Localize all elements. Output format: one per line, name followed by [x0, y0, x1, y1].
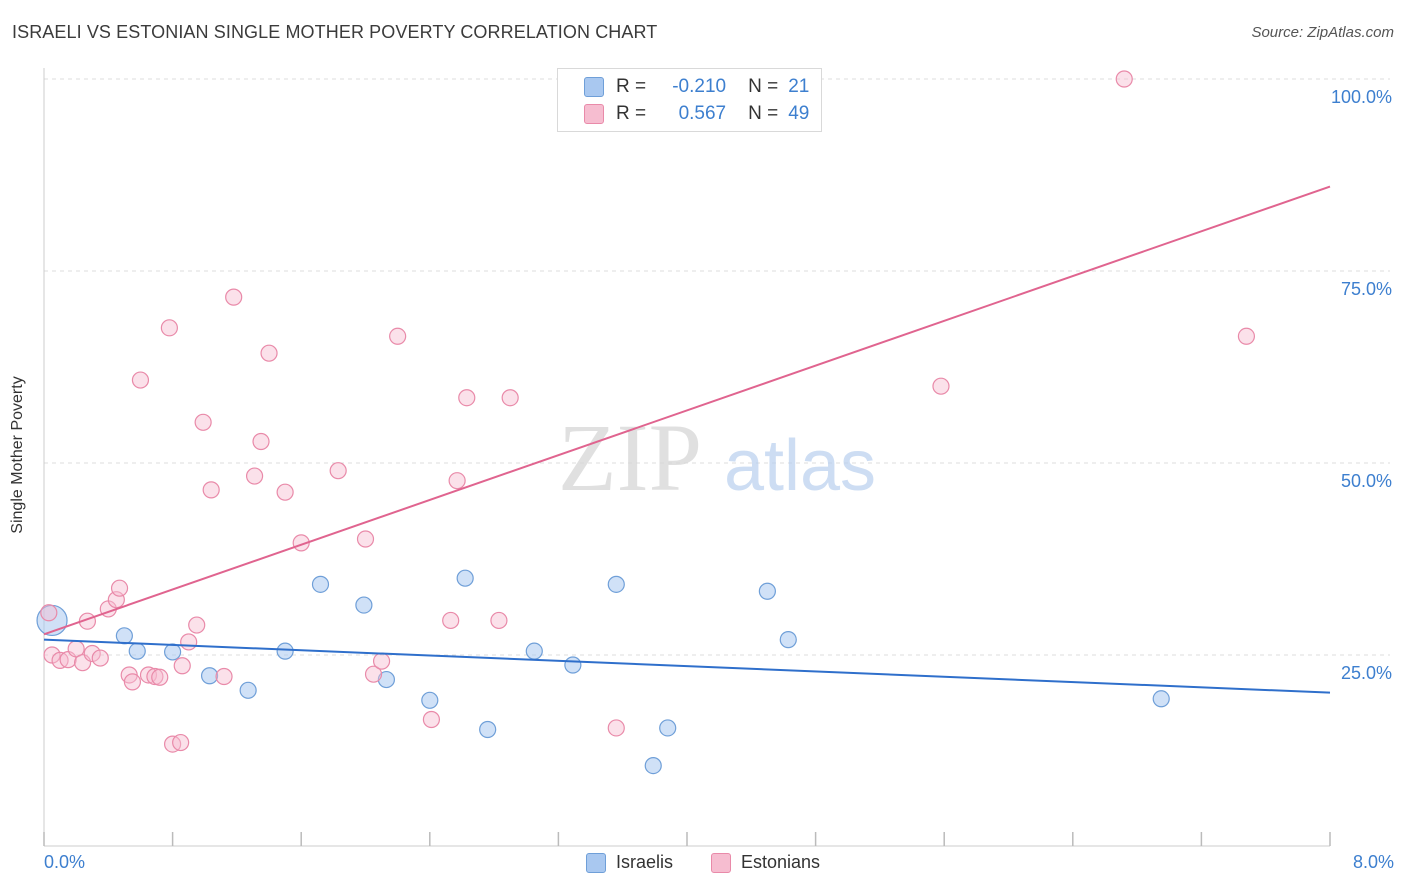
stats-legend: R = -0.210 N = 21 R = 0.567 N = 49	[557, 68, 822, 132]
y-tick-label: 75.0%	[1341, 279, 1392, 299]
r-label: R =	[616, 103, 647, 124]
x-tick-label-max: 8.0%	[1352, 852, 1394, 872]
estonians-point	[276, 483, 294, 501]
estonians-point	[131, 371, 150, 389]
estonians-point	[160, 319, 178, 337]
n-value-israelis: 21	[788, 76, 810, 97]
estonians-swatch	[584, 104, 604, 124]
israelis-point	[779, 631, 797, 649]
stats-row-israelis: R = -0.210 N = 21	[584, 76, 809, 98]
data-points	[36, 70, 1256, 775]
israelis-point	[115, 627, 133, 645]
n-label: N =	[748, 103, 779, 124]
estonians-point	[932, 377, 950, 395]
legend-label-israelis: Israelis	[615, 852, 673, 872]
estonians-point	[180, 633, 198, 651]
estonians-point	[442, 611, 460, 630]
watermark-atlas: atlas	[724, 426, 876, 506]
israelis-point	[525, 642, 543, 660]
estonians-legend-swatch	[710, 852, 731, 873]
trend-lines	[43, 185, 1331, 694]
estonians-point	[40, 604, 58, 622]
israelis-point	[659, 719, 677, 737]
legend-item-estonians[interactable]: Estonians	[710, 852, 821, 873]
n-value-estonians: 49	[788, 103, 810, 124]
israelis-point	[377, 670, 395, 689]
estonians-point	[225, 288, 243, 306]
israelis-legend-swatch	[585, 852, 606, 873]
israelis-point	[758, 582, 776, 600]
estonians-point	[194, 413, 212, 431]
estonians-point	[372, 652, 391, 670]
series-legend: Israelis Estonians	[0, 852, 1406, 873]
y-tick-labels: 25.0% 50.0% 75.0% 100.0%	[1331, 87, 1392, 683]
israelis-swatch	[584, 77, 604, 97]
estonians-point	[188, 616, 206, 634]
grid-lines	[44, 78, 1390, 656]
chart-title: ISRAELI VS ESTONIAN SINGLE MOTHER POVERT…	[12, 22, 658, 42]
legend-label-estonians: Estonians	[740, 852, 821, 872]
estonians-trend-line	[43, 185, 1331, 636]
estonians-point	[356, 530, 375, 548]
y-tick-label: 100.0%	[1331, 87, 1392, 107]
estonians-point	[173, 657, 191, 675]
israelis-point	[564, 656, 582, 674]
israelis-point	[607, 575, 625, 593]
israelis-point	[128, 642, 146, 660]
estonians-point	[215, 667, 233, 686]
estonians-point	[1115, 70, 1133, 88]
estonians-point	[448, 472, 466, 490]
israelis-trend-line	[43, 638, 1331, 694]
n-label: N =	[748, 76, 779, 97]
y-tick-label: 50.0%	[1341, 471, 1392, 491]
axes	[43, 68, 1331, 847]
israelis-point	[311, 575, 330, 593]
estonians-point	[260, 344, 278, 362]
israelis-point	[355, 596, 373, 614]
estonians-point	[490, 611, 508, 630]
israelis-point	[421, 691, 439, 709]
estonians-point	[389, 327, 407, 345]
watermark-zip: ZIP	[558, 404, 702, 511]
israelis-point	[479, 720, 497, 739]
estonians-point	[364, 665, 383, 683]
estonians-point	[458, 389, 476, 407]
estonians-point	[91, 649, 109, 667]
israelis-point	[644, 756, 662, 775]
legend-item-israelis[interactable]: Israelis	[585, 852, 673, 873]
estonians-point	[146, 667, 164, 686]
estonians-point	[422, 710, 441, 729]
estonians-point	[83, 644, 101, 663]
israelis-point	[456, 569, 474, 587]
israelis-point	[1152, 690, 1170, 708]
estonians-point	[123, 673, 142, 691]
estonians-point	[252, 432, 270, 451]
r-value-israelis: -0.210	[672, 76, 727, 97]
estonians-point	[151, 668, 169, 686]
source-label: Source: ZipAtlas.com	[1251, 24, 1394, 41]
estonians-point	[110, 579, 129, 597]
r-value-estonians: 0.567	[678, 103, 727, 124]
estonians-point	[329, 462, 347, 480]
israelis-point	[164, 643, 182, 661]
r-label: R =	[616, 76, 647, 97]
stats-row-estonians: R = 0.567 N = 49	[584, 103, 809, 125]
israelis-point	[239, 681, 257, 699]
estonians-point	[202, 481, 220, 499]
israelis-point	[276, 642, 294, 660]
y-tick-label: 25.0%	[1341, 663, 1392, 683]
estonians-point	[1237, 327, 1256, 345]
estonians-point	[501, 389, 519, 407]
watermark: ZIP atlas	[558, 404, 876, 511]
estonians-point	[245, 467, 264, 485]
estonians-point	[172, 733, 190, 752]
x-tick-label-min: 0.0%	[44, 852, 86, 872]
israelis-point	[200, 667, 219, 685]
estonians-point	[607, 719, 625, 737]
